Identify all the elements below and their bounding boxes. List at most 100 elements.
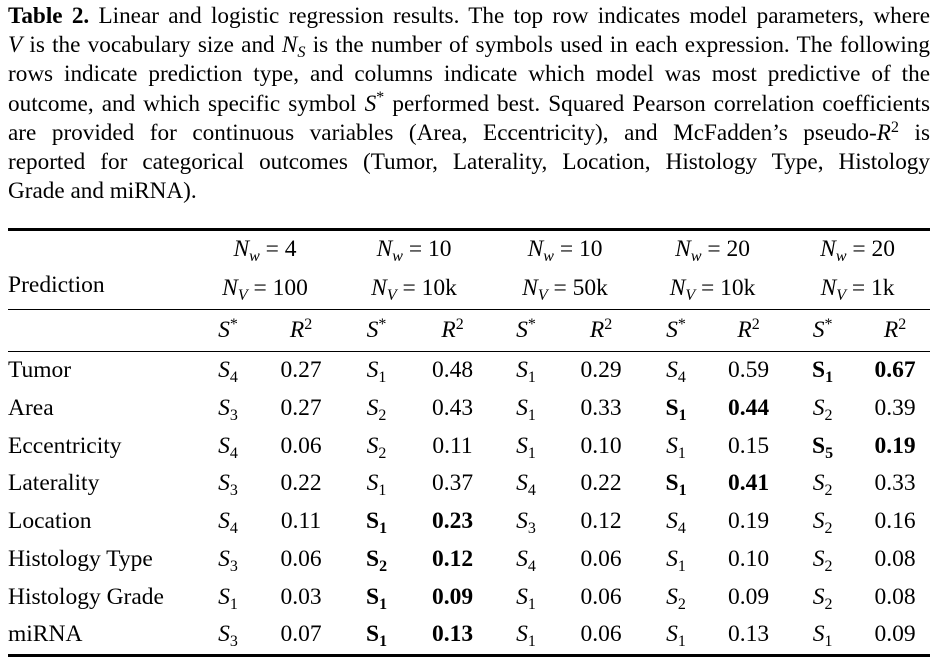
symbol-letter: S (516, 470, 528, 497)
nw-subscript: w (835, 248, 847, 266)
symbol-letter: S (365, 545, 380, 572)
best-symbol-cell: S1 (785, 352, 860, 390)
caption-line: Grade and miRNA). (8, 177, 930, 206)
caption-line: Table 2. Linear and logistic regression … (8, 2, 930, 31)
row-label: Laterality (8, 470, 100, 497)
nv-param: NV = 1k (820, 275, 895, 304)
symbol-superscript: * (824, 315, 833, 333)
best-symbol-cell: S3 (490, 503, 562, 541)
symbol-letter: S (218, 545, 230, 572)
best-symbol-cell: S1 (490, 390, 562, 428)
symbol-superscript: * (677, 315, 686, 333)
symbol-subscript: 4 (677, 369, 686, 387)
best-symbol-cell: S3 (192, 465, 264, 503)
best-symbol-cell: S4 (192, 352, 264, 390)
nw-symbol: N (376, 236, 393, 263)
nv-symbol: N (371, 275, 387, 302)
r2-value-cell: 0.09 (860, 616, 931, 658)
row-label: Histology Type (8, 545, 153, 572)
best-symbol-cell: S1 (640, 465, 712, 503)
table-row: Tumor S4 0.27 S1 0.48 S1 0.29 S4 0.59 S1 0.67 (8, 352, 930, 390)
header-group-nw: Nw = 10 (490, 228, 641, 269)
best-symbol-cell: S3 (192, 541, 264, 579)
r2-header: R2 (562, 309, 641, 352)
nw-value: = 4 (259, 236, 297, 263)
caption-superscript: 2 (890, 117, 899, 136)
caption-label: Table 2. (8, 3, 90, 29)
r2-value-cell: 0.13 (712, 616, 786, 658)
symbol-subscript: 5 (825, 444, 834, 462)
r2-value-cell: 0.48 (431, 357, 474, 384)
r2-letter: R (589, 316, 605, 343)
symbol-subscript: 1 (527, 633, 536, 651)
r2-value-cell: 0.09 (431, 583, 474, 610)
r2-value-cell: 0.08 (874, 583, 916, 610)
best-symbol-cell: S2 (785, 541, 860, 579)
row-label: miRNA (8, 616, 192, 658)
nv-value: = 50k (547, 275, 608, 302)
r2-value-cell: 0.27 (280, 357, 322, 384)
symbol-subscript: 2 (824, 482, 833, 500)
nv-symbol: N (522, 275, 538, 302)
symbol-subscript: 2 (824, 520, 833, 538)
symbol-subscript: 1 (677, 633, 686, 651)
symbol-subscript: 1 (824, 633, 833, 651)
symbol-letter: S (666, 545, 678, 572)
best-symbol-header: S* (192, 309, 264, 352)
r2-header: R2 (264, 309, 339, 352)
best-symbol-cell: S1 (338, 465, 415, 503)
symbol-subscript: 4 (229, 369, 238, 387)
symbol-subscript: 1 (379, 520, 388, 538)
r2-superscript: 2 (304, 315, 313, 333)
symbol-letter: S (218, 357, 230, 384)
r2-value-cell: 0.29 (580, 357, 622, 384)
caption-text: outcome, and which specific symbol (8, 90, 365, 117)
nv-symbol: N (820, 275, 837, 302)
caption-math-symbol: R (876, 119, 891, 146)
symbol-subscript: 1 (677, 444, 686, 462)
symbol-subscript: 3 (527, 520, 536, 538)
best-symbol-cell: S1 (490, 352, 562, 390)
best-symbol-cell: S4 (640, 352, 712, 390)
best-symbol-cell: S1 (338, 616, 416, 658)
symbol-letter: S (516, 583, 528, 610)
symbol-letter: S (812, 583, 825, 610)
symbol-subscript: 2 (824, 557, 833, 575)
symbol-letter: S (666, 316, 678, 343)
best-symbol-cell: S1 (640, 390, 712, 428)
nw-symbol: N (527, 236, 544, 263)
caption-math-symbol: S (364, 90, 377, 117)
symbol-letter: S (365, 621, 380, 648)
symbol-subscript: 1 (527, 406, 536, 424)
table-row: Histology Grade S1 0.03 S1 0.09 S1 0.06 S2 0.09 S… (8, 579, 930, 617)
caption-text: reported for categorical outcomes (Tumor… (8, 148, 930, 175)
r2-header: R2 (712, 309, 786, 352)
r2-value-cell: 0.08 (874, 545, 916, 572)
symbol-letter: S (366, 470, 379, 497)
best-symbol-header: S* (490, 309, 563, 352)
r2-value-cell: 0.11 (432, 432, 473, 459)
r2-value-cell: 0.11 (280, 508, 322, 535)
best-symbol-cell: S2 (785, 579, 860, 617)
best-symbol-cell: S3 (192, 616, 264, 658)
symbol-subscript: 1 (677, 557, 686, 575)
r2-superscript: 2 (455, 315, 464, 333)
best-symbol-cell: S4 (192, 503, 264, 541)
symbol-superscript: * (229, 315, 238, 333)
header-prediction: Prediction (8, 269, 192, 310)
symbol-letter: S (218, 432, 230, 459)
caption-line: reported for categorical outcomes (Tumor… (8, 148, 930, 177)
nw-subscript: w (392, 248, 403, 266)
r2-value-cell: 0.03 (280, 583, 322, 610)
nw-param: Nw = 10 (527, 236, 603, 265)
r2-header: R2 (860, 309, 931, 352)
header-prediction-label: Prediction (8, 272, 105, 299)
symbol-letter: S (812, 470, 825, 497)
symbol-superscript: * (378, 315, 387, 333)
header-corner (8, 228, 192, 269)
symbol-subscript: 1 (379, 595, 388, 613)
symbol-letter: S (812, 432, 826, 459)
nw-param: Nw = 20 (675, 236, 750, 265)
nv-subscript: V (386, 287, 397, 305)
r2-value-cell: 0.27 (280, 394, 322, 421)
